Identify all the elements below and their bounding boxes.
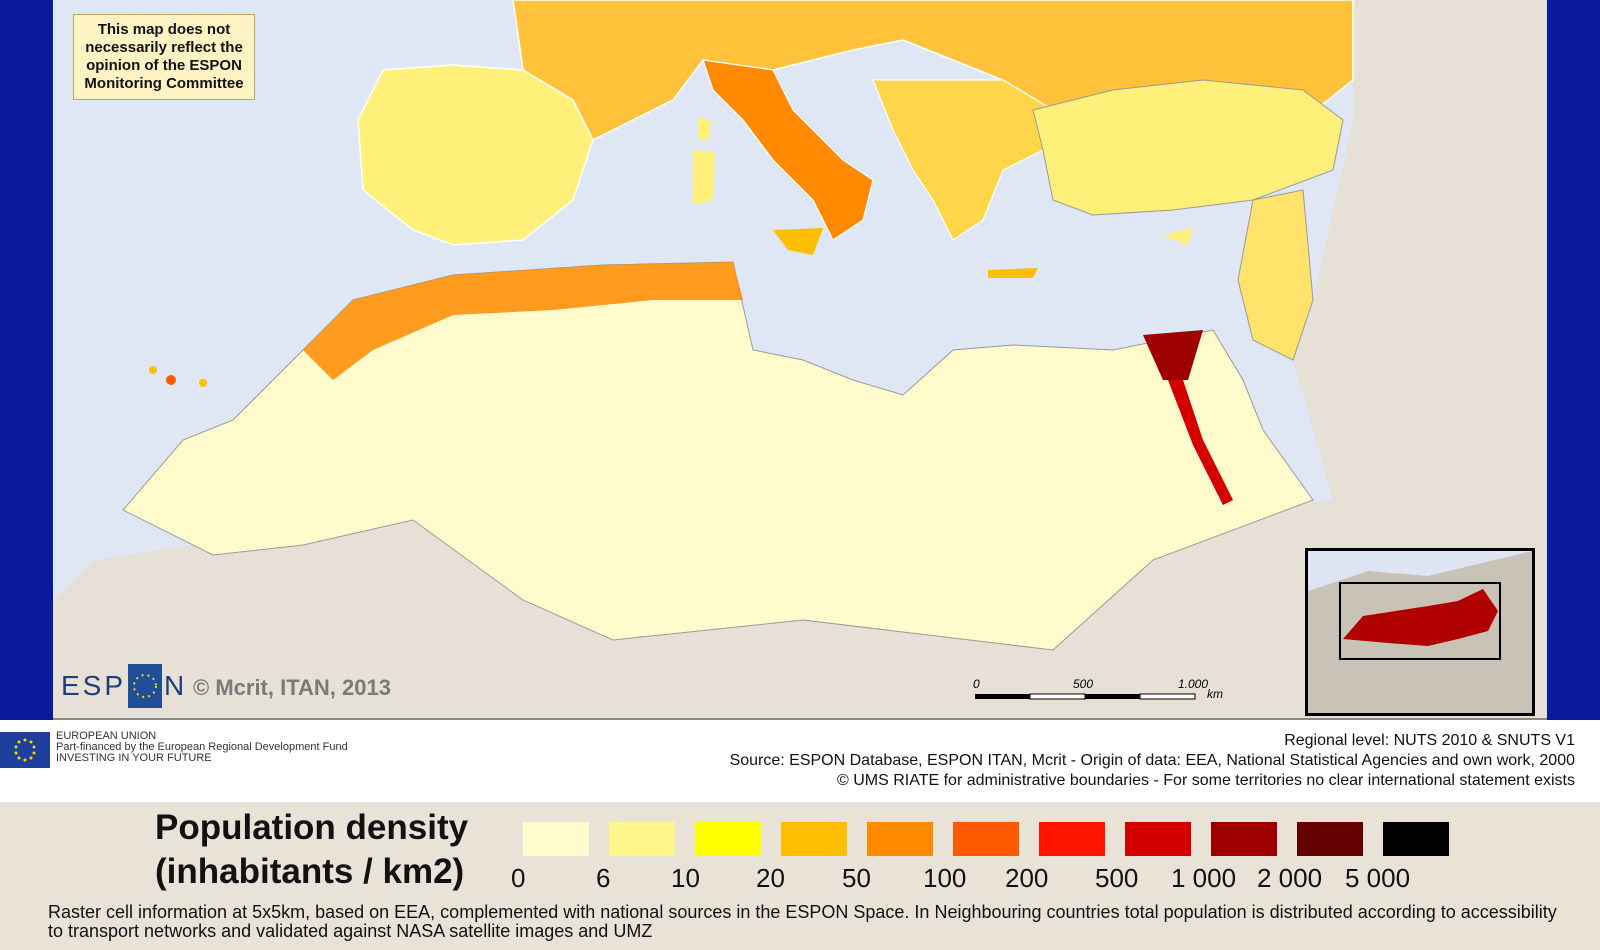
legend-class-label: 0 — [511, 863, 526, 893]
source-line: © UMS RIATE for administrative boundarie… — [837, 772, 1575, 789]
legend-swatch — [695, 822, 761, 856]
canary-island — [166, 375, 176, 385]
credits-footer — [0, 720, 1600, 802]
source-line: Regional level: NUTS 2010 & SNUTS V1 — [1284, 732, 1575, 749]
legend-class-label: 200 — [1005, 863, 1049, 893]
eu-funding-text: EUROPEAN UNION Part-financed by the Euro… — [56, 731, 348, 764]
legend-class-label: 6 — [596, 863, 611, 893]
balkans-land — [872, 79, 1054, 241]
method-note: Raster cell information at 5x5km, based … — [48, 902, 1557, 941]
locator-inset-map — [1305, 548, 1535, 716]
disclaimer-line: Monitoring Committee — [84, 75, 244, 92]
legend-class-label: 2 000 — [1257, 863, 1323, 893]
legend-swatch — [1383, 822, 1449, 856]
source-line: Source: ESPON Database, ESPON ITAN, Mcri… — [729, 752, 1575, 769]
sicily — [773, 228, 823, 255]
disclaimer-line: opinion of the ESPON — [86, 57, 242, 74]
eu-line: INVESTING IN YOUR FUTURE — [56, 752, 212, 764]
legend-swatch — [781, 822, 847, 856]
italy-land — [702, 59, 874, 241]
legend-swatch — [953, 822, 1019, 856]
crete — [988, 268, 1038, 278]
map-disclaimer: This map does not necessarily reflect th… — [73, 14, 255, 100]
canary-island — [149, 366, 157, 374]
legend-class-label: 100 — [923, 863, 967, 893]
right-frame-bar — [1547, 0, 1600, 720]
corsica — [698, 118, 711, 140]
middle-east-land-grey — [1293, 0, 1547, 500]
logo-o-icon — [128, 664, 163, 708]
scale-label-1000: 1.000 — [1178, 677, 1208, 691]
legend-swatch — [1297, 822, 1363, 856]
espon-logo: ESP N — [61, 664, 188, 708]
population-density-map[interactable] — [53, 0, 1547, 718]
nile-delta — [1143, 330, 1203, 380]
disclaimer-line: necessarily reflect the — [85, 39, 243, 56]
legend-class-label: 10 — [671, 863, 700, 893]
legend-class-label: 20 — [756, 863, 785, 893]
logo-text-part: N — [164, 670, 188, 701]
cyprus — [1163, 228, 1193, 245]
legend-class-label: 500 — [1095, 863, 1139, 893]
legend-swatch — [523, 822, 589, 856]
turkey-land — [1032, 79, 1344, 216]
source-credits: Regional level: NUTS 2010 & SNUTS V1 Sou… — [730, 731, 1575, 791]
eu-line: Part-financed by the European Regional D… — [56, 741, 348, 753]
eu-line: EUROPEAN UNION — [56, 730, 157, 742]
legend-class-label: 50 — [842, 863, 871, 893]
inset-svg — [1308, 551, 1532, 713]
legend-swatch — [867, 822, 933, 856]
map-frame[interactable]: This map does not necessarily reflect th… — [53, 0, 1547, 720]
inset-extent-box — [1339, 582, 1501, 660]
legend-swatch — [609, 822, 675, 856]
eu-flag-icon — [0, 732, 50, 768]
legend-swatch — [1039, 822, 1105, 856]
legend-title-line2: (inhabitants / km2) — [155, 852, 465, 891]
legend-title-line1: Population density — [155, 808, 469, 847]
map-copyright: © Mcrit, ITAN, 2013 — [193, 675, 391, 700]
scale-label-500: 500 — [1073, 677, 1093, 691]
scale-unit: km — [1207, 687, 1223, 701]
left-frame-bar — [0, 0, 53, 720]
sardinia — [693, 150, 715, 205]
logo-text-part: ESP — [61, 670, 127, 701]
maghreb-coast-density — [303, 262, 743, 380]
scale-label-0: 0 — [973, 677, 980, 691]
inset-study-area — [1343, 589, 1498, 646]
levant-land — [1237, 189, 1314, 361]
disclaimer-line: This map does not — [97, 21, 231, 38]
canary-island — [199, 379, 207, 387]
legend-title: Population density (inhabitants / km2) — [155, 806, 468, 894]
legend-class-label: 1 000 — [1171, 863, 1237, 893]
legend-swatch — [1125, 822, 1191, 856]
legend-swatch — [1211, 822, 1277, 856]
scale-bar: 0 500 1.000 km — [973, 677, 1223, 701]
legend-class-label: 5 000 — [1345, 863, 1411, 893]
iberia-land — [357, 64, 594, 246]
nile-valley — [1168, 380, 1233, 505]
